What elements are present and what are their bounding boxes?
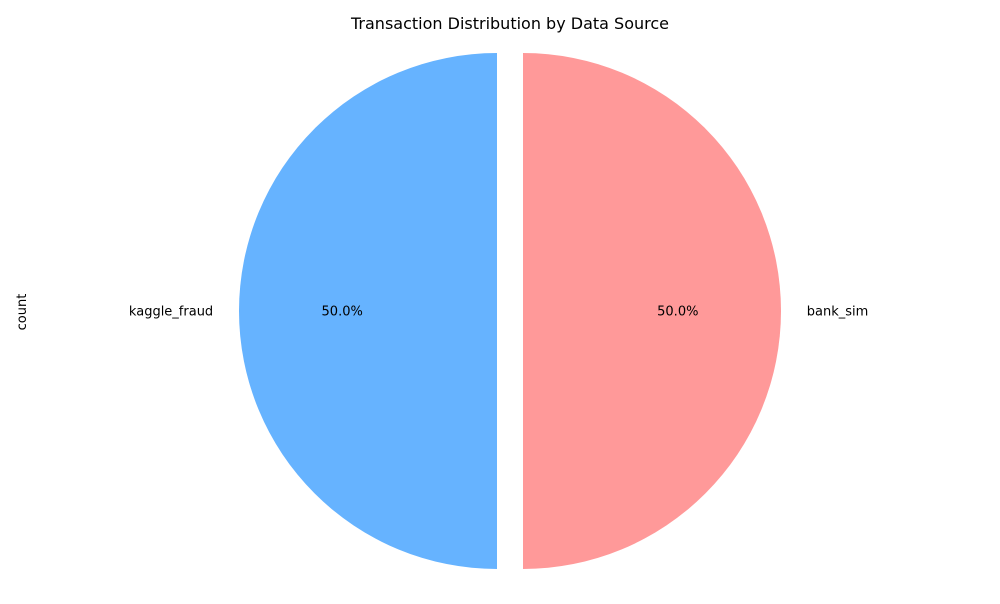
chart-title: Transaction Distribution by Data Source <box>350 14 669 33</box>
y-axis-label: count <box>15 294 30 331</box>
pie-category-label-bank-sim: bank_sim <box>807 305 869 320</box>
pie-pct-label-bank-sim: 50.0% <box>657 305 698 320</box>
pie-category-label-kaggle-fraud: kaggle_fraud <box>129 305 213 320</box>
pie-slices <box>239 53 781 569</box>
pie-labels: 50.0% kaggle_fraud 50.0% bank_sim <box>129 305 868 320</box>
pie-slice-bank-sim <box>523 53 781 569</box>
pie-pct-label-kaggle-fraud: 50.0% <box>322 305 363 320</box>
pie-slice-kaggle-fraud <box>239 53 497 569</box>
